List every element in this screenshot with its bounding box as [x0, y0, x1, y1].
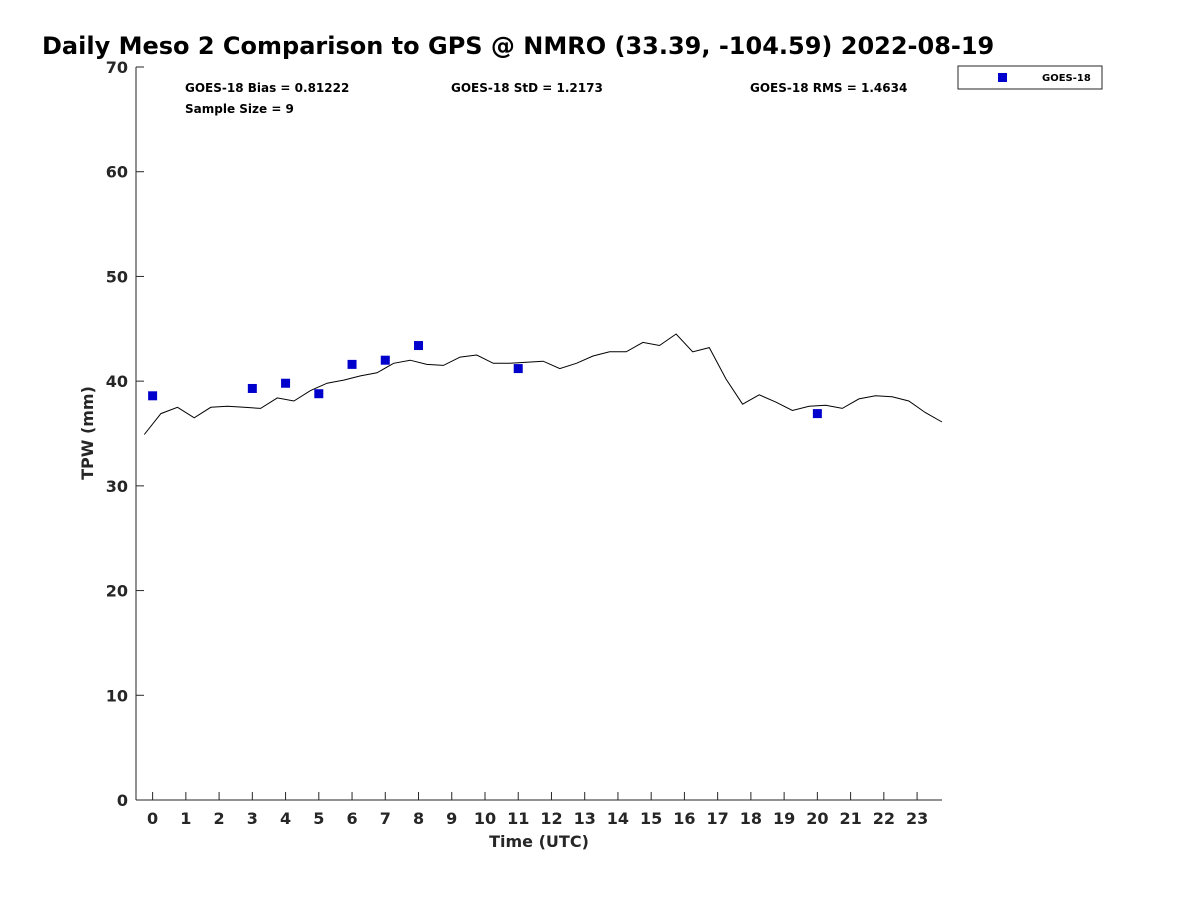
goes-18-point [414, 341, 424, 351]
y-tick-label: 70 [106, 58, 128, 77]
legend: GOES-18 [957, 65, 1103, 90]
x-tick-label: 11 [507, 809, 529, 828]
y-tick-label: 50 [106, 267, 128, 286]
goes-18-point [812, 409, 822, 419]
x-tick-label: 7 [380, 809, 391, 828]
gps-line-series [143, 333, 943, 435]
goes-18-point [281, 378, 291, 388]
x-tick-label: 15 [640, 809, 662, 828]
y-tick-label: 60 [106, 163, 128, 182]
x-tick-label: 23 [906, 809, 928, 828]
x-tick-label: 8 [413, 809, 424, 828]
x-tick-label: 21 [839, 809, 861, 828]
x-tick-label: 14 [607, 809, 629, 828]
rms-stat: GOES-18 RMS = 1.4634 [750, 81, 907, 95]
y-ticks: 0 10 20 30 40 50 60 70 [106, 58, 144, 810]
x-tick-label: 2 [214, 809, 225, 828]
goes-18-point [347, 359, 357, 369]
x-tick-label: 3 [247, 809, 258, 828]
y-tick-label: 20 [106, 582, 128, 601]
y-axis-label: TPW (mm) [78, 386, 97, 480]
x-tick-label: 1 [180, 809, 191, 828]
x-tick-label: 12 [540, 809, 562, 828]
x-tick-label: 6 [346, 809, 357, 828]
y-tick-label: 30 [106, 477, 128, 496]
x-tick-label: 16 [673, 809, 695, 828]
x-tick-label: 0 [147, 809, 158, 828]
x-tick-label: 9 [446, 809, 457, 828]
x-tick-label: 5 [313, 809, 324, 828]
x-tick-label: 4 [280, 809, 291, 828]
y-tick-label: 10 [106, 686, 128, 705]
goes-18-point [148, 391, 158, 401]
legend-marker [998, 73, 1007, 82]
goes-18-point [247, 383, 257, 393]
x-tick-label: 10 [474, 809, 496, 828]
bias-stat: GOES-18 Bias = 0.81222 [185, 81, 349, 95]
std-stat: GOES-18 StD = 1.2173 [451, 81, 603, 95]
x-tick-label: 18 [740, 809, 762, 828]
goes-18-point-series [148, 341, 822, 419]
legend-box [957, 65, 1103, 90]
x-tick-label: 17 [707, 809, 729, 828]
y-tick-label: 40 [106, 372, 128, 391]
sample-size-stat: Sample Size = 9 [185, 102, 294, 116]
x-ticks: 0 1 2 3 4 5 6 7 8 9 10 11 12 13 14 15 16 17 18 19 20 21 22 23 [147, 792, 928, 828]
x-axis-label: Time (UTC) [489, 832, 589, 851]
y-tick-label: 0 [117, 791, 128, 810]
x-tick-label: 20 [806, 809, 828, 828]
gps-tpw-line [143, 333, 943, 435]
x-tick-label: 19 [773, 809, 795, 828]
goes-18-point [314, 389, 324, 399]
legend-label: GOES-18 [1042, 73, 1091, 84]
chart-title: Daily Meso 2 Comparison to GPS @ NMRO (3… [42, 32, 994, 60]
x-tick-label: 22 [873, 809, 895, 828]
goes-18-point [513, 364, 523, 374]
goes-18-point [380, 355, 390, 365]
x-tick-label: 13 [574, 809, 596, 828]
